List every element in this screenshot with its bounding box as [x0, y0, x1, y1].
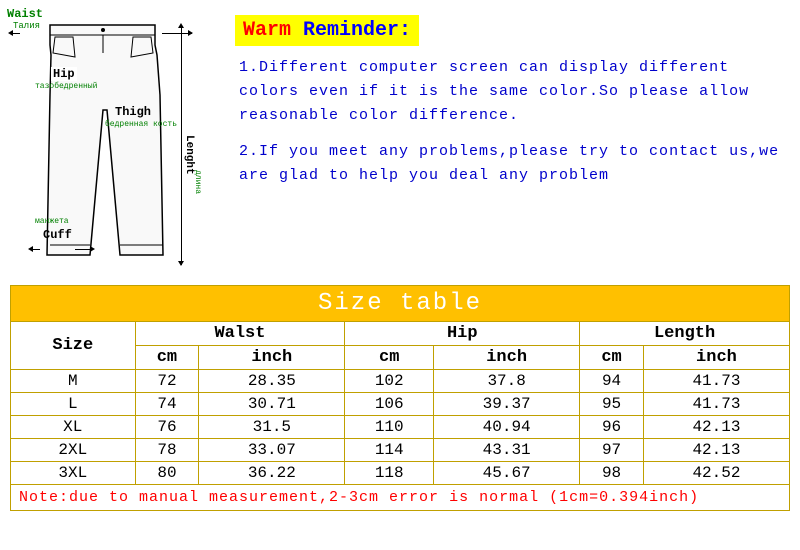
- table-cell: 28.35: [199, 370, 345, 393]
- table-note: Note:due to manual measurement,2-3cm err…: [11, 485, 790, 511]
- arrow-head: [28, 246, 33, 252]
- header-inch: inch: [643, 346, 789, 370]
- table-cell: 98: [580, 462, 644, 485]
- reminder-title-rest: Reminder:: [291, 19, 411, 42]
- table-cell: 42.13: [643, 416, 789, 439]
- table-row: XL7631.511040.949642.13: [11, 416, 790, 439]
- reminder-item-1: 1.Different computer screen can display …: [235, 56, 780, 128]
- table-cell: 43.31: [434, 439, 580, 462]
- table-cell: 3XL: [11, 462, 136, 485]
- table-cell: 45.67: [434, 462, 580, 485]
- diagram-label-thigh-ru: бедренная кость: [105, 120, 177, 129]
- reminder-item-2: 2.If you meet any problems,please try to…: [235, 140, 780, 188]
- table-cell: L: [11, 393, 136, 416]
- header-hip: Hip: [345, 322, 580, 346]
- table-cell: 2XL: [11, 439, 136, 462]
- table-cell: XL: [11, 416, 136, 439]
- table-cell: 37.8: [434, 370, 580, 393]
- table-row: L7430.7110639.379541.73: [11, 393, 790, 416]
- table-cell: 36.22: [199, 462, 345, 485]
- table-cell: 76: [135, 416, 199, 439]
- table-cell: 33.07: [199, 439, 345, 462]
- diagram-label-hip-ru: тазобедренный: [35, 82, 97, 91]
- table-row: 2XL7833.0711443.319742.13: [11, 439, 790, 462]
- table-row: 3XL8036.2211845.679842.52: [11, 462, 790, 485]
- table-row: M7228.3510237.89441.73: [11, 370, 790, 393]
- arrow: [181, 25, 182, 265]
- table-cell: 72: [135, 370, 199, 393]
- reminder-title-warm: Warm: [243, 19, 291, 42]
- table-header-row-1: Size Walst Hip Length: [11, 322, 790, 346]
- table-cell: 102: [345, 370, 434, 393]
- table-cell: 74: [135, 393, 199, 416]
- table-cell: 118: [345, 462, 434, 485]
- header-inch: inch: [199, 346, 345, 370]
- table-cell: 80: [135, 462, 199, 485]
- arrow-head: [188, 30, 193, 36]
- diagram-label-waist-ru: Талия: [13, 21, 40, 31]
- header-size: Size: [11, 322, 136, 370]
- table-cell: 30.71: [199, 393, 345, 416]
- diagram-label-hip: Hip: [51, 67, 77, 81]
- arrow-head: [178, 261, 184, 266]
- size-table-wrap: Size table Size Walst Hip Length cm inch…: [10, 285, 790, 511]
- reminder-title: Warm Reminder:: [235, 15, 419, 46]
- arrow-head: [8, 30, 13, 36]
- header-waist: Walst: [135, 322, 345, 346]
- header-cm: cm: [345, 346, 434, 370]
- reminder-section: Warm Reminder: 1.Different computer scre…: [215, 5, 800, 285]
- table-cell: 78: [135, 439, 199, 462]
- header-cm: cm: [135, 346, 199, 370]
- table-cell: 96: [580, 416, 644, 439]
- arrow-head: [90, 246, 95, 252]
- table-cell: 97: [580, 439, 644, 462]
- diagram-label-cuff-ru: манжета: [35, 217, 69, 226]
- table-note-row: Note:due to manual measurement,2-3cm err…: [11, 485, 790, 511]
- table-cell: 110: [345, 416, 434, 439]
- diagram-label-length-ru: длина: [193, 170, 202, 194]
- table-cell: 94: [580, 370, 644, 393]
- table-cell: 41.73: [643, 393, 789, 416]
- arrow-head: [178, 23, 184, 28]
- table-cell: 41.73: [643, 370, 789, 393]
- table-cell: 40.94: [434, 416, 580, 439]
- table-cell: 31.5: [199, 416, 345, 439]
- table-cell: M: [11, 370, 136, 393]
- table-cell: 39.37: [434, 393, 580, 416]
- table-cell: 42.13: [643, 439, 789, 462]
- header-cm: cm: [580, 346, 644, 370]
- diagram-label-length: Lenght: [183, 135, 195, 175]
- diagram-label-cuff: Cuff: [43, 228, 72, 242]
- table-cell: 95: [580, 393, 644, 416]
- top-section: Waist Талия Hip тазобедренный Thigh бедр…: [0, 0, 800, 285]
- diagram-label-waist: Waist: [7, 7, 43, 21]
- pants-diagram: Waist Талия Hip тазобедренный Thigh бедр…: [5, 5, 215, 285]
- header-length: Length: [580, 322, 790, 346]
- size-table: Size table Size Walst Hip Length cm inch…: [10, 285, 790, 511]
- table-title-row: Size table: [11, 286, 790, 322]
- table-title: Size table: [11, 286, 790, 322]
- diagram-label-thigh: Thigh: [115, 105, 151, 119]
- table-cell: 106: [345, 393, 434, 416]
- table-cell: 114: [345, 439, 434, 462]
- table-cell: 42.52: [643, 462, 789, 485]
- header-inch: inch: [434, 346, 580, 370]
